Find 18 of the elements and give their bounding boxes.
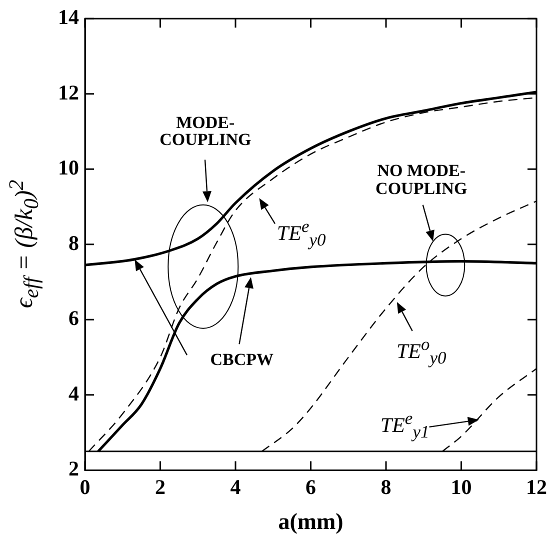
- y-tick-label: 2: [68, 456, 79, 481]
- x-tick-label: 6: [306, 475, 316, 500]
- x-tick-label: 2: [155, 475, 166, 500]
- x-axis-title: a(mm): [278, 509, 344, 534]
- annotation: CBCPW: [210, 350, 274, 369]
- annotation: NO MODE- COUPLING: [376, 162, 468, 198]
- x-tick-label: 10: [450, 475, 472, 500]
- annotation: MODE- COUPLING: [160, 112, 252, 150]
- y-tick-label: 4: [68, 381, 80, 406]
- x-tick-label: 8: [380, 475, 392, 500]
- y-tick-label: 6: [68, 306, 79, 330]
- y-tick-label: 14: [58, 5, 80, 30]
- x-tick-label: 12: [526, 475, 547, 500]
- x-tick-label: 0: [80, 475, 90, 500]
- x-tick-label: 4: [230, 475, 242, 500]
- y-tick-label: 10: [58, 156, 79, 180]
- y-tick-label: 12: [58, 80, 79, 104]
- y-tick-label: 8: [68, 230, 79, 255]
